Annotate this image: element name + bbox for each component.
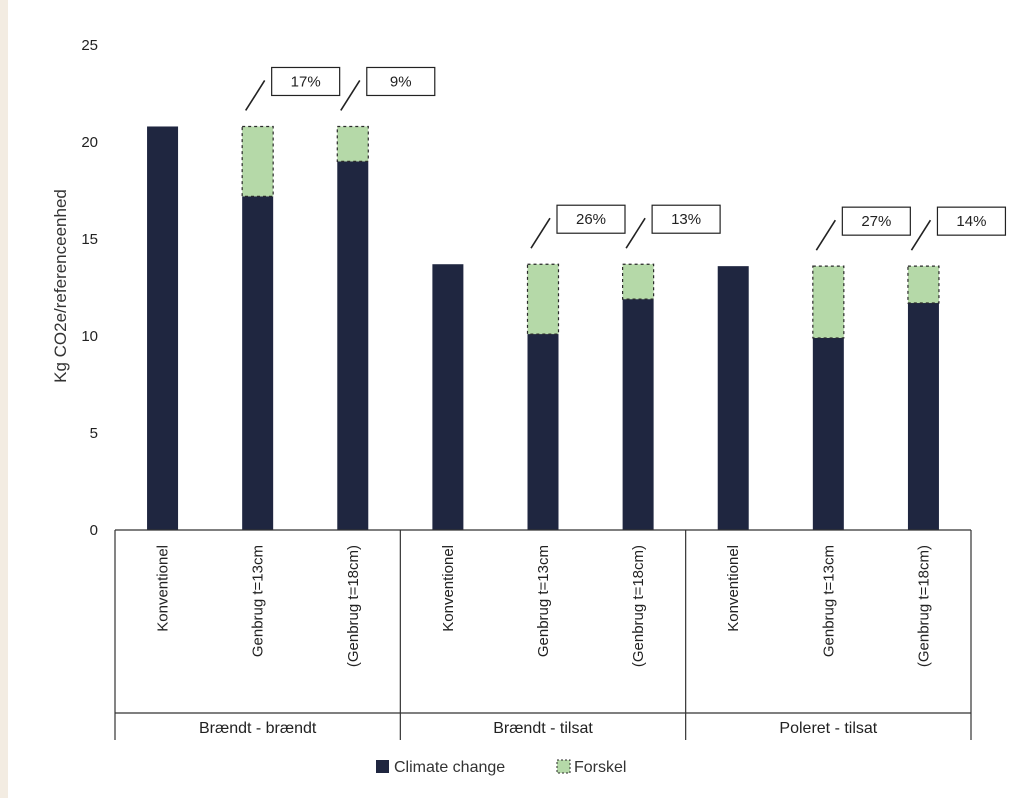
x-category-label: (Genbrug t=18cm) (345, 545, 362, 667)
x-group-label: Brændt - brændt (199, 720, 317, 737)
x-category-label: Genbrug t=13cm (535, 545, 552, 657)
y-axis-label: Kg CO2e/referenceenhed (51, 189, 70, 383)
bar-forskel (812, 265, 845, 339)
x-axis: Konventionel Genbrug t=13cm (Genbrug t=18c… (114, 529, 972, 740)
chart-frame: Kg CO2e/referenceenhed 0 5 10 15 20 25 17% 9% 2… (8, 0, 1020, 798)
legend-label-forskel: Forskel (574, 759, 626, 776)
annotation-label: 17% (291, 73, 321, 90)
x-category-label: Konventionel (155, 545, 172, 632)
annotation-box (841, 206, 911, 236)
y-tick-label: 20 (81, 134, 98, 151)
y-tick-label: 15 (81, 231, 98, 248)
y-tick-label: 10 (81, 328, 98, 345)
annotation-slash (815, 219, 837, 251)
bar-climate-change (907, 303, 939, 530)
annotation-slash (910, 219, 932, 251)
x-category-label: Konventionel (440, 545, 457, 632)
legend-label-climate-change: Climate change (394, 759, 505, 776)
bar-climate-change (147, 126, 179, 530)
bar-climate-change (527, 334, 559, 530)
bar-forskel (336, 125, 369, 163)
x-group-label: Brændt - tilsat (493, 720, 593, 737)
bar-climate-change (717, 266, 749, 530)
bar-climate-change (337, 161, 369, 530)
bar-climate-change (242, 196, 274, 530)
bar-forskel (907, 265, 940, 304)
percent-annotations: 17% 9% 26% 13% 27% 14% (244, 66, 1007, 251)
annotation-box (651, 204, 721, 234)
legend-swatch-climate-change (376, 760, 389, 773)
legend-swatch-forskel (556, 759, 571, 774)
annotation-label: 14% (956, 213, 986, 230)
bar-climate-change (622, 299, 654, 530)
annotation-box (271, 66, 341, 97)
bars (147, 125, 940, 530)
x-category-label: Genbrug t=13cm (820, 545, 837, 657)
bar-climate-change (432, 264, 464, 530)
annotation-label: 27% (861, 213, 891, 230)
annotation-box (556, 204, 626, 234)
stacked-bar-chart: Kg CO2e/referenceenhed 0 5 10 15 20 25 17% 9% 2… (51, 37, 1007, 776)
annotation-label: 26% (576, 211, 606, 228)
annotation-label: 13% (671, 211, 701, 228)
x-group-label: Poleret - tilsat (779, 720, 877, 737)
y-tick-label: 5 (90, 425, 98, 442)
annotation-box (936, 206, 1007, 236)
y-tick-label: 0 (90, 522, 98, 539)
y-tick-label: 25 (81, 37, 98, 54)
annotation-label: 9% (390, 73, 412, 90)
bar-forskel (622, 263, 655, 300)
x-category-label: Genbrug t=13cm (250, 545, 267, 657)
y-axis-ticks: 0 5 10 15 20 25 (81, 37, 98, 539)
x-category-label: (Genbrug t=18cm) (630, 545, 647, 667)
y-axis-label-group: Kg CO2e/referenceenhed (51, 189, 70, 383)
annotation-slash (530, 217, 551, 249)
bar-forskel (526, 263, 560, 335)
legend: Climate change Forskel (376, 759, 626, 776)
bar-climate-change (812, 337, 844, 530)
annotation-slash (244, 80, 266, 111)
annotation-slash (340, 80, 361, 111)
x-category-label: Konventionel (725, 545, 742, 632)
x-category-label: (Genbrug t=18cm) (915, 545, 932, 667)
annotation-box (366, 66, 436, 97)
annotation-slash (625, 217, 646, 249)
bar-forskel (241, 125, 274, 197)
